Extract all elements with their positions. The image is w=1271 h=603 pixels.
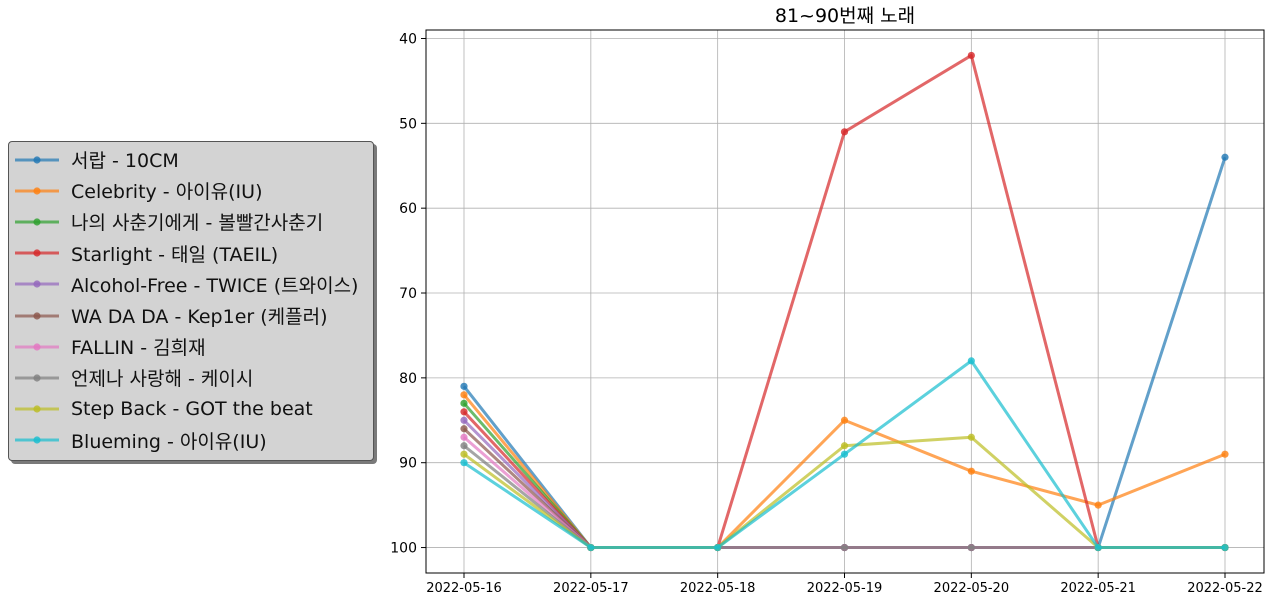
legend-swatch	[15, 155, 59, 164]
data-point	[967, 467, 975, 475]
data-point	[967, 543, 975, 552]
x-tick-label: 2022-05-19	[807, 581, 883, 596]
legend-item: WA DA DA - Kep1er (케플러)	[9, 300, 373, 331]
legend-swatch	[15, 311, 59, 320]
legend-item: Blueming - 아이유(IU)	[9, 425, 373, 456]
legend-item: Step Back - GOT the beat	[9, 394, 373, 425]
x-tick-label: 2022-05-22	[1187, 581, 1263, 596]
data-point	[587, 543, 595, 552]
legend-label: Starlight - 태일 (TAEIL)	[71, 243, 279, 266]
legend-item: 언제나 사랑해 - 케이시	[9, 362, 373, 393]
legend-swatch	[15, 218, 59, 226]
legend-item: Starlight - 태일 (TAEIL)	[9, 238, 373, 269]
series-lines	[460, 51, 1229, 552]
data-point	[460, 450, 468, 458]
series-group	[460, 357, 1229, 552]
y-tick-label: 100	[390, 541, 417, 557]
data-point	[1094, 543, 1102, 552]
legend-label: 서랍 - 10CM	[71, 150, 179, 173]
y-tick-label: 50	[399, 116, 417, 132]
data-point	[967, 357, 975, 365]
data-point	[460, 459, 468, 467]
legend-swatch	[15, 280, 59, 288]
y-tick-label: 80	[399, 371, 417, 387]
legend-item: Alcohol-Free - TWICE (트와이스)	[9, 269, 373, 300]
legend-label: Blueming - 아이유(IU)	[71, 430, 267, 453]
data-point	[967, 433, 975, 441]
data-point	[460, 408, 468, 416]
legend-label: Celebrity - 아이유(IU)	[71, 181, 263, 204]
chart-legend: 서랍 - 10CM Celebrity - 아이유(IU) 나의 사춘기에게 - 볼…	[8, 141, 374, 461]
plot-frame	[425, 29, 1265, 574]
y-tick-label: 90	[399, 456, 417, 472]
y-tick-label: 60	[399, 201, 417, 217]
x-tick-label: 2022-05-21	[1060, 581, 1136, 596]
legend-swatch	[15, 343, 59, 351]
data-point	[1094, 501, 1102, 509]
legend-label: 언제나 사랑해 - 케이시	[71, 368, 254, 391]
legend-label: Step Back - GOT the beat	[71, 398, 313, 421]
data-point	[1221, 450, 1229, 458]
legend-swatch	[15, 374, 59, 382]
data-point	[460, 382, 468, 390]
data-point	[714, 543, 722, 552]
legend-label: FALLIN - 김희재	[71, 337, 206, 360]
grid-lines	[426, 30, 1264, 573]
data-point	[1221, 543, 1229, 552]
legend-label: WA DA DA - Kep1er (케플러)	[71, 306, 328, 329]
data-point	[840, 442, 849, 450]
data-point	[460, 416, 468, 424]
data-point	[460, 442, 468, 450]
data-point	[460, 399, 468, 407]
legend-item: FALLIN - 김희재	[9, 331, 373, 362]
legend-item: Celebrity - 아이유(IU)	[9, 175, 373, 206]
data-point	[460, 391, 468, 399]
x-tick-label: 2022-05-17	[553, 581, 629, 596]
data-point	[460, 425, 468, 433]
data-point	[840, 128, 849, 136]
legend-label: Alcohol-Free - TWICE (트와이스)	[71, 274, 359, 297]
x-tick-label: 2022-05-18	[680, 581, 756, 596]
legend-item: 서랍 - 10CM	[9, 144, 373, 175]
data-point	[840, 416, 849, 424]
legend-swatch	[15, 187, 59, 195]
y-tick-label: 70	[399, 286, 417, 302]
legend-swatch	[15, 405, 59, 413]
data-point	[1221, 153, 1229, 161]
legend-swatch	[15, 436, 59, 444]
legend-label: 나의 사춘기에게 - 볼빨간사춘기	[71, 212, 324, 235]
data-point	[840, 450, 849, 458]
x-tick-label: 2022-05-16	[426, 581, 502, 596]
chart-title: 81~90번째 노래	[775, 5, 915, 27]
data-point	[460, 433, 468, 441]
data-point	[967, 51, 975, 60]
x-tick-label: 2022-05-20	[934, 581, 1010, 596]
axes: 2022-05-16 2022-05-17 2022-05-18 2022-05-19…	[390, 29, 1265, 596]
legend-swatch	[15, 249, 59, 257]
data-point	[840, 543, 849, 552]
y-tick-label: 40	[399, 31, 417, 47]
legend-item: 나의 사춘기에게 - 볼빨간사춘기	[9, 206, 373, 237]
